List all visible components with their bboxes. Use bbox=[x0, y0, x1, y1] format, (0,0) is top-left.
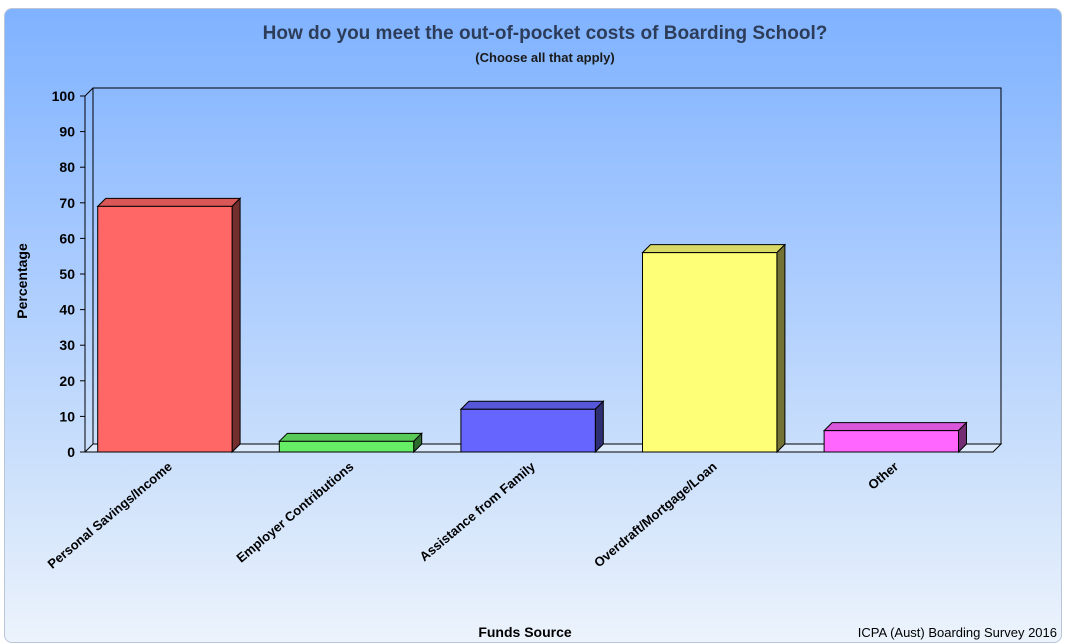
bar-top-face bbox=[278, 432, 423, 442]
chart-subtitle: (Choose all that apply) bbox=[475, 50, 614, 65]
x-tick-label: Overdraft/Mortgage/Loan bbox=[591, 459, 720, 570]
bar-top-face bbox=[641, 244, 787, 254]
x-tick-label: Assistance from Family bbox=[417, 458, 539, 564]
y-axis-top-edge bbox=[84, 87, 94, 97]
bar-front-face bbox=[97, 205, 233, 453]
bar bbox=[278, 432, 423, 454]
x-tick-label: Personal Savings/Income bbox=[45, 459, 175, 572]
bar bbox=[459, 400, 605, 454]
x-axis-label: Funds Source bbox=[478, 624, 572, 640]
bar bbox=[96, 197, 242, 454]
bar-front-face bbox=[460, 408, 596, 453]
bar-top-face bbox=[96, 197, 242, 207]
bar bbox=[641, 243, 787, 454]
y-tick-label: 60 bbox=[59, 230, 75, 246]
bar-side-face bbox=[776, 243, 786, 454]
source-credit: ICPA (Aust) Boarding Survey 2016 bbox=[858, 625, 1057, 640]
y-tick-label: 90 bbox=[59, 124, 75, 140]
chart-panel: How do you meet the out-of-pocket costs … bbox=[4, 8, 1062, 643]
y-tick-label: 10 bbox=[59, 408, 75, 424]
bar-chart: How do you meet the out-of-pocket costs … bbox=[14, 23, 1057, 640]
bar-front-face bbox=[823, 430, 959, 453]
bar-side-face bbox=[594, 400, 604, 454]
y-tick-label: 0 bbox=[67, 444, 75, 460]
chart-title: How do you meet the out-of-pocket costs … bbox=[263, 23, 828, 44]
bar-front-face bbox=[642, 252, 778, 453]
y-tick-label: 30 bbox=[59, 337, 75, 353]
x-tick-label: Other bbox=[865, 459, 901, 493]
y-tick-label: 40 bbox=[59, 302, 75, 318]
bar-top-face bbox=[822, 422, 968, 432]
bar-front-face bbox=[278, 440, 415, 453]
y-tick-label: 80 bbox=[59, 159, 75, 175]
bar bbox=[822, 421, 968, 454]
y-tick-label: 70 bbox=[59, 195, 75, 211]
y-tick-label: 20 bbox=[59, 373, 75, 389]
bar-top-face bbox=[459, 400, 605, 410]
x-tick-label: Employer Contributions bbox=[233, 459, 356, 566]
y-tick-label: 100 bbox=[52, 88, 76, 104]
y-tick-label: 50 bbox=[59, 266, 75, 282]
y-axis-label: Percentage bbox=[14, 243, 30, 319]
bar-side-face bbox=[231, 197, 241, 454]
